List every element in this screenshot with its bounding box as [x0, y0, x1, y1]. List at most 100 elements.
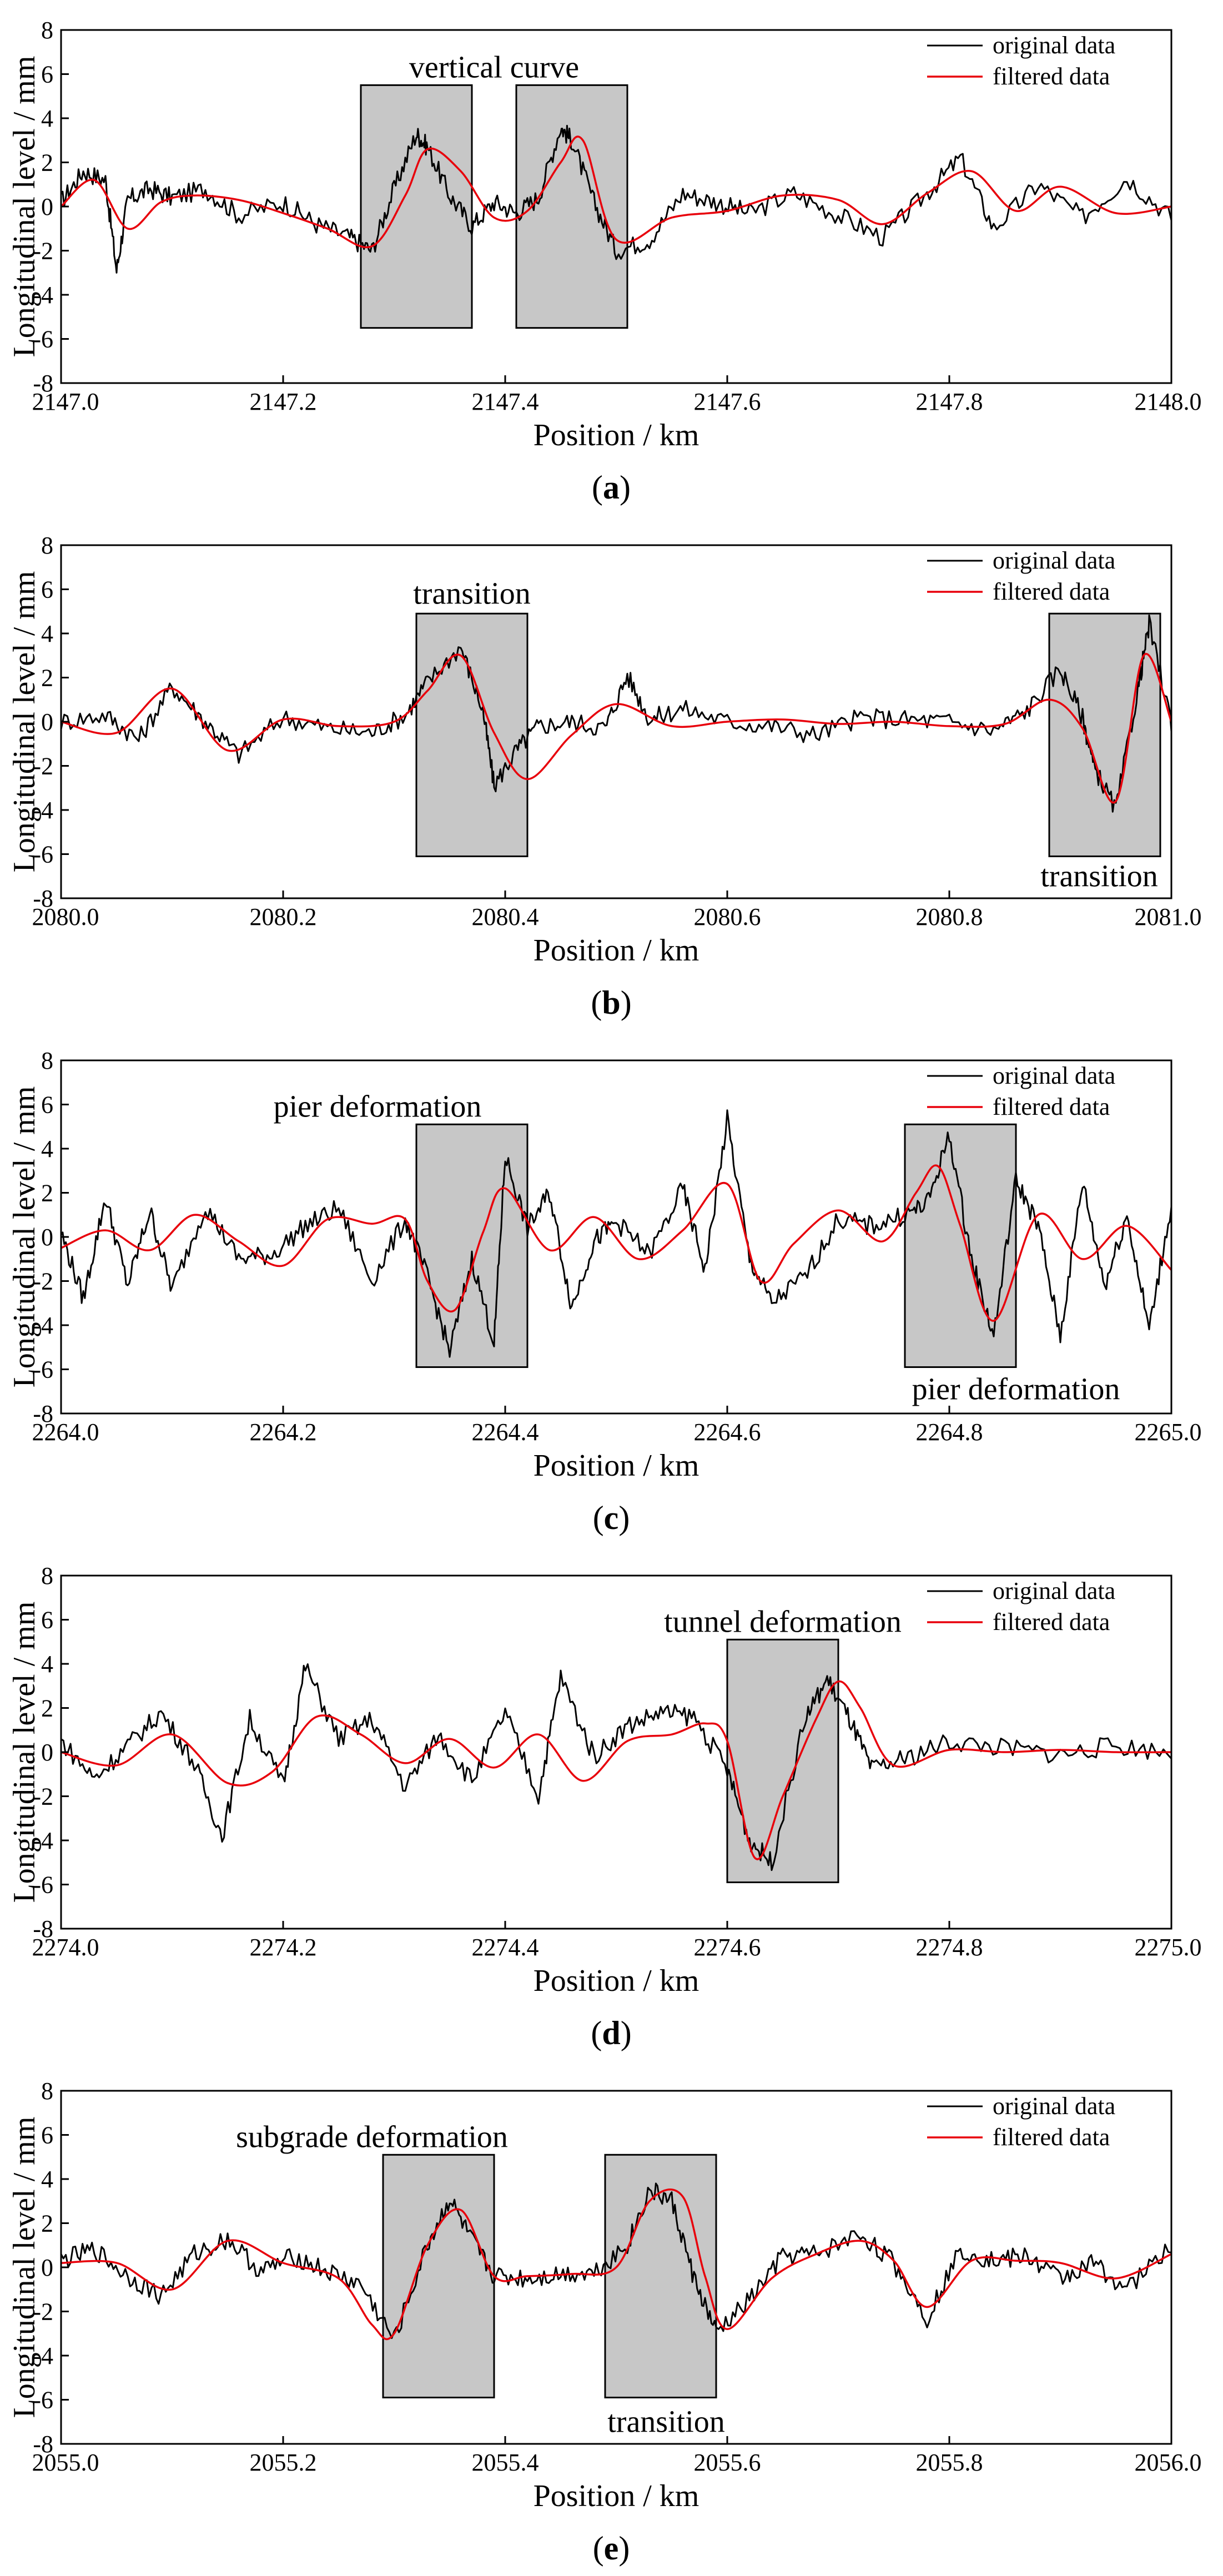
x-tick-label: 2265.0: [1135, 1418, 1202, 1446]
x-tick-label: 2264.0: [32, 1418, 99, 1446]
annotation-label: tunnel deformation: [664, 1604, 902, 1639]
y-tick-label: 0: [41, 2254, 53, 2281]
caption-paren-close: ): [620, 469, 631, 506]
x-tick-label: 2080.0: [32, 903, 99, 930]
y-axis-title: Longitudinal level / mm: [7, 1602, 42, 1903]
x-axis-title: Position / km: [534, 1448, 699, 1483]
chart-svg-b: -8 -6 -4 -2 0 2 4 6 8 2080.0 2080.2 2080.4 2080.6 208…: [7, 532, 1202, 1021]
y-tick-label: -2: [33, 238, 53, 265]
x-tick-label: 2147.8: [916, 388, 983, 415]
x-tick-label: 2148.0: [1135, 388, 1202, 415]
y-tick-label: -8: [33, 1915, 53, 1943]
y-tick-label: -2: [33, 2298, 53, 2326]
caption-paren-open: (: [591, 984, 602, 1021]
annotation-label: vertical curve: [409, 51, 579, 85]
annotation-label: pier deformation: [274, 1089, 482, 1124]
y-tick-label: -4: [33, 1827, 53, 1854]
x-tick-label: 2055.6: [694, 2449, 761, 2476]
y-tick-label: -6: [33, 1871, 53, 1899]
x-axis-title: Position / km: [534, 2479, 699, 2513]
x-tick-label: 2055.2: [250, 2449, 317, 2476]
y-axis-title: Longitudinal level / mm: [7, 571, 42, 873]
y-tick-label: -4: [33, 2342, 53, 2369]
legend-label-filtered: filtered data: [993, 578, 1110, 605]
x-tick-label: 2080.6: [694, 903, 761, 930]
x-tick-label: 2081.0: [1135, 903, 1202, 930]
series-filtered-line: [61, 2188, 1172, 2341]
x-tick-label: 2274.6: [694, 1934, 761, 1961]
annotation-label: subgrade deformation: [236, 2120, 508, 2154]
y-tick-label: -6: [33, 2387, 53, 2414]
highlight-box-1: [726, 1638, 839, 1884]
x-tick-label: 2080.8: [916, 903, 983, 930]
y-tick-label: 8: [41, 17, 53, 44]
chart-panel-c: -8 -6 -4 -2 0 2 4 6 8 2264.0 2264.2 2264.4 2264.6 226…: [0, 1030, 1223, 1546]
x-tick-label: 2080.4: [472, 903, 539, 930]
y-tick-label: 4: [41, 1135, 53, 1163]
x-tick-label: 2264.4: [472, 1418, 539, 1446]
highlight-box-1: [382, 2154, 495, 2399]
legend-label-original: original data: [993, 1577, 1115, 1604]
y-tick-label: 8: [41, 1562, 53, 1589]
annotation-label: pier deformation: [912, 1372, 1120, 1406]
y-tick-label: -6: [33, 1356, 53, 1383]
caption-letter: b: [602, 984, 620, 1021]
y-tick-label: -2: [33, 1783, 53, 1810]
x-tick-label: 2080.2: [250, 903, 317, 930]
series-filtered-line: [61, 1164, 1172, 1322]
chart-panel-a: -8 -6 -4 -2 0 2 4 6 8 2147.0 2147.2 2147.4 2147.6 214…: [0, 0, 1223, 515]
chart-panel-d: -8 -6 -4 -2 0 2 4 6 8 2274.0 2274.2 2274.4 2274.6 227…: [0, 1546, 1223, 2061]
annotation-label: transition: [413, 576, 531, 611]
legend-label-original: original data: [993, 547, 1115, 574]
y-tick-label: 0: [41, 1224, 53, 1251]
y-tick-label: 0: [41, 708, 53, 736]
highlight-box-2: [904, 1123, 1017, 1368]
caption-paren-close: ): [618, 1500, 630, 1536]
x-tick-label: 2274.0: [32, 1934, 99, 1961]
x-tick-label: 2056.0: [1135, 2449, 1202, 2476]
y-tick-label: 4: [41, 2166, 53, 2193]
caption-letter: c: [604, 1500, 619, 1536]
y-tick-label: -6: [33, 326, 53, 353]
series-filtered-line: [61, 653, 1172, 804]
x-axis-title: Position / km: [534, 1964, 699, 1998]
y-tick-label: 2: [41, 1180, 53, 1207]
y-tick-label: -4: [33, 797, 53, 824]
y-tick-label: 6: [41, 61, 53, 88]
panel-caption: (d): [591, 2015, 631, 2051]
caption-letter: a: [603, 469, 620, 506]
series-filtered-line: [60, 135, 1172, 249]
y-tick-label: 0: [41, 1739, 53, 1766]
caption-paren-open: (: [592, 469, 603, 506]
x-tick-label: 2147.4: [472, 388, 539, 415]
x-tick-label: 2055.4: [472, 2449, 539, 2476]
y-tick-label: 6: [41, 1091, 53, 1119]
highlight-box-1: [360, 84, 473, 329]
x-tick-label: 2264.2: [250, 1418, 317, 1446]
x-tick-label: 2147.6: [694, 388, 761, 415]
x-tick-label: 2264.6: [694, 1418, 761, 1446]
y-tick-label: 2: [41, 1695, 53, 1722]
caption-paren-open: (: [593, 2530, 604, 2567]
chart-panel-e: -8 -6 -4 -2 0 2 4 6 8 2055.0 2055.2 2055.4 2055.6 205…: [0, 2061, 1223, 2576]
y-tick-label: -2: [33, 1268, 53, 1295]
y-tick-label: 4: [41, 1651, 53, 1678]
series-original-line: [60, 124, 1172, 274]
y-tick-label: -6: [33, 841, 53, 868]
series-original-line: [60, 2182, 1172, 2339]
highlight-box-2: [1048, 612, 1161, 857]
series-original-line: [60, 1109, 1172, 1358]
y-tick-label: 6: [41, 2122, 53, 2149]
x-tick-label: 2264.8: [916, 1418, 983, 1446]
series-filtered-line: [61, 1680, 1172, 1860]
series-original-line: [61, 1663, 1172, 1871]
caption-paren-close: ): [621, 984, 632, 1021]
x-axis-title: Position / km: [534, 418, 699, 452]
x-tick-label: 2147.2: [250, 388, 317, 415]
caption-paren-open: (: [591, 2015, 602, 2051]
y-tick-label: 6: [41, 1607, 53, 1634]
legend-label-original: original data: [993, 2092, 1115, 2120]
legend-label-original: original data: [993, 32, 1115, 59]
caption-paren-close: ): [621, 2015, 632, 2051]
